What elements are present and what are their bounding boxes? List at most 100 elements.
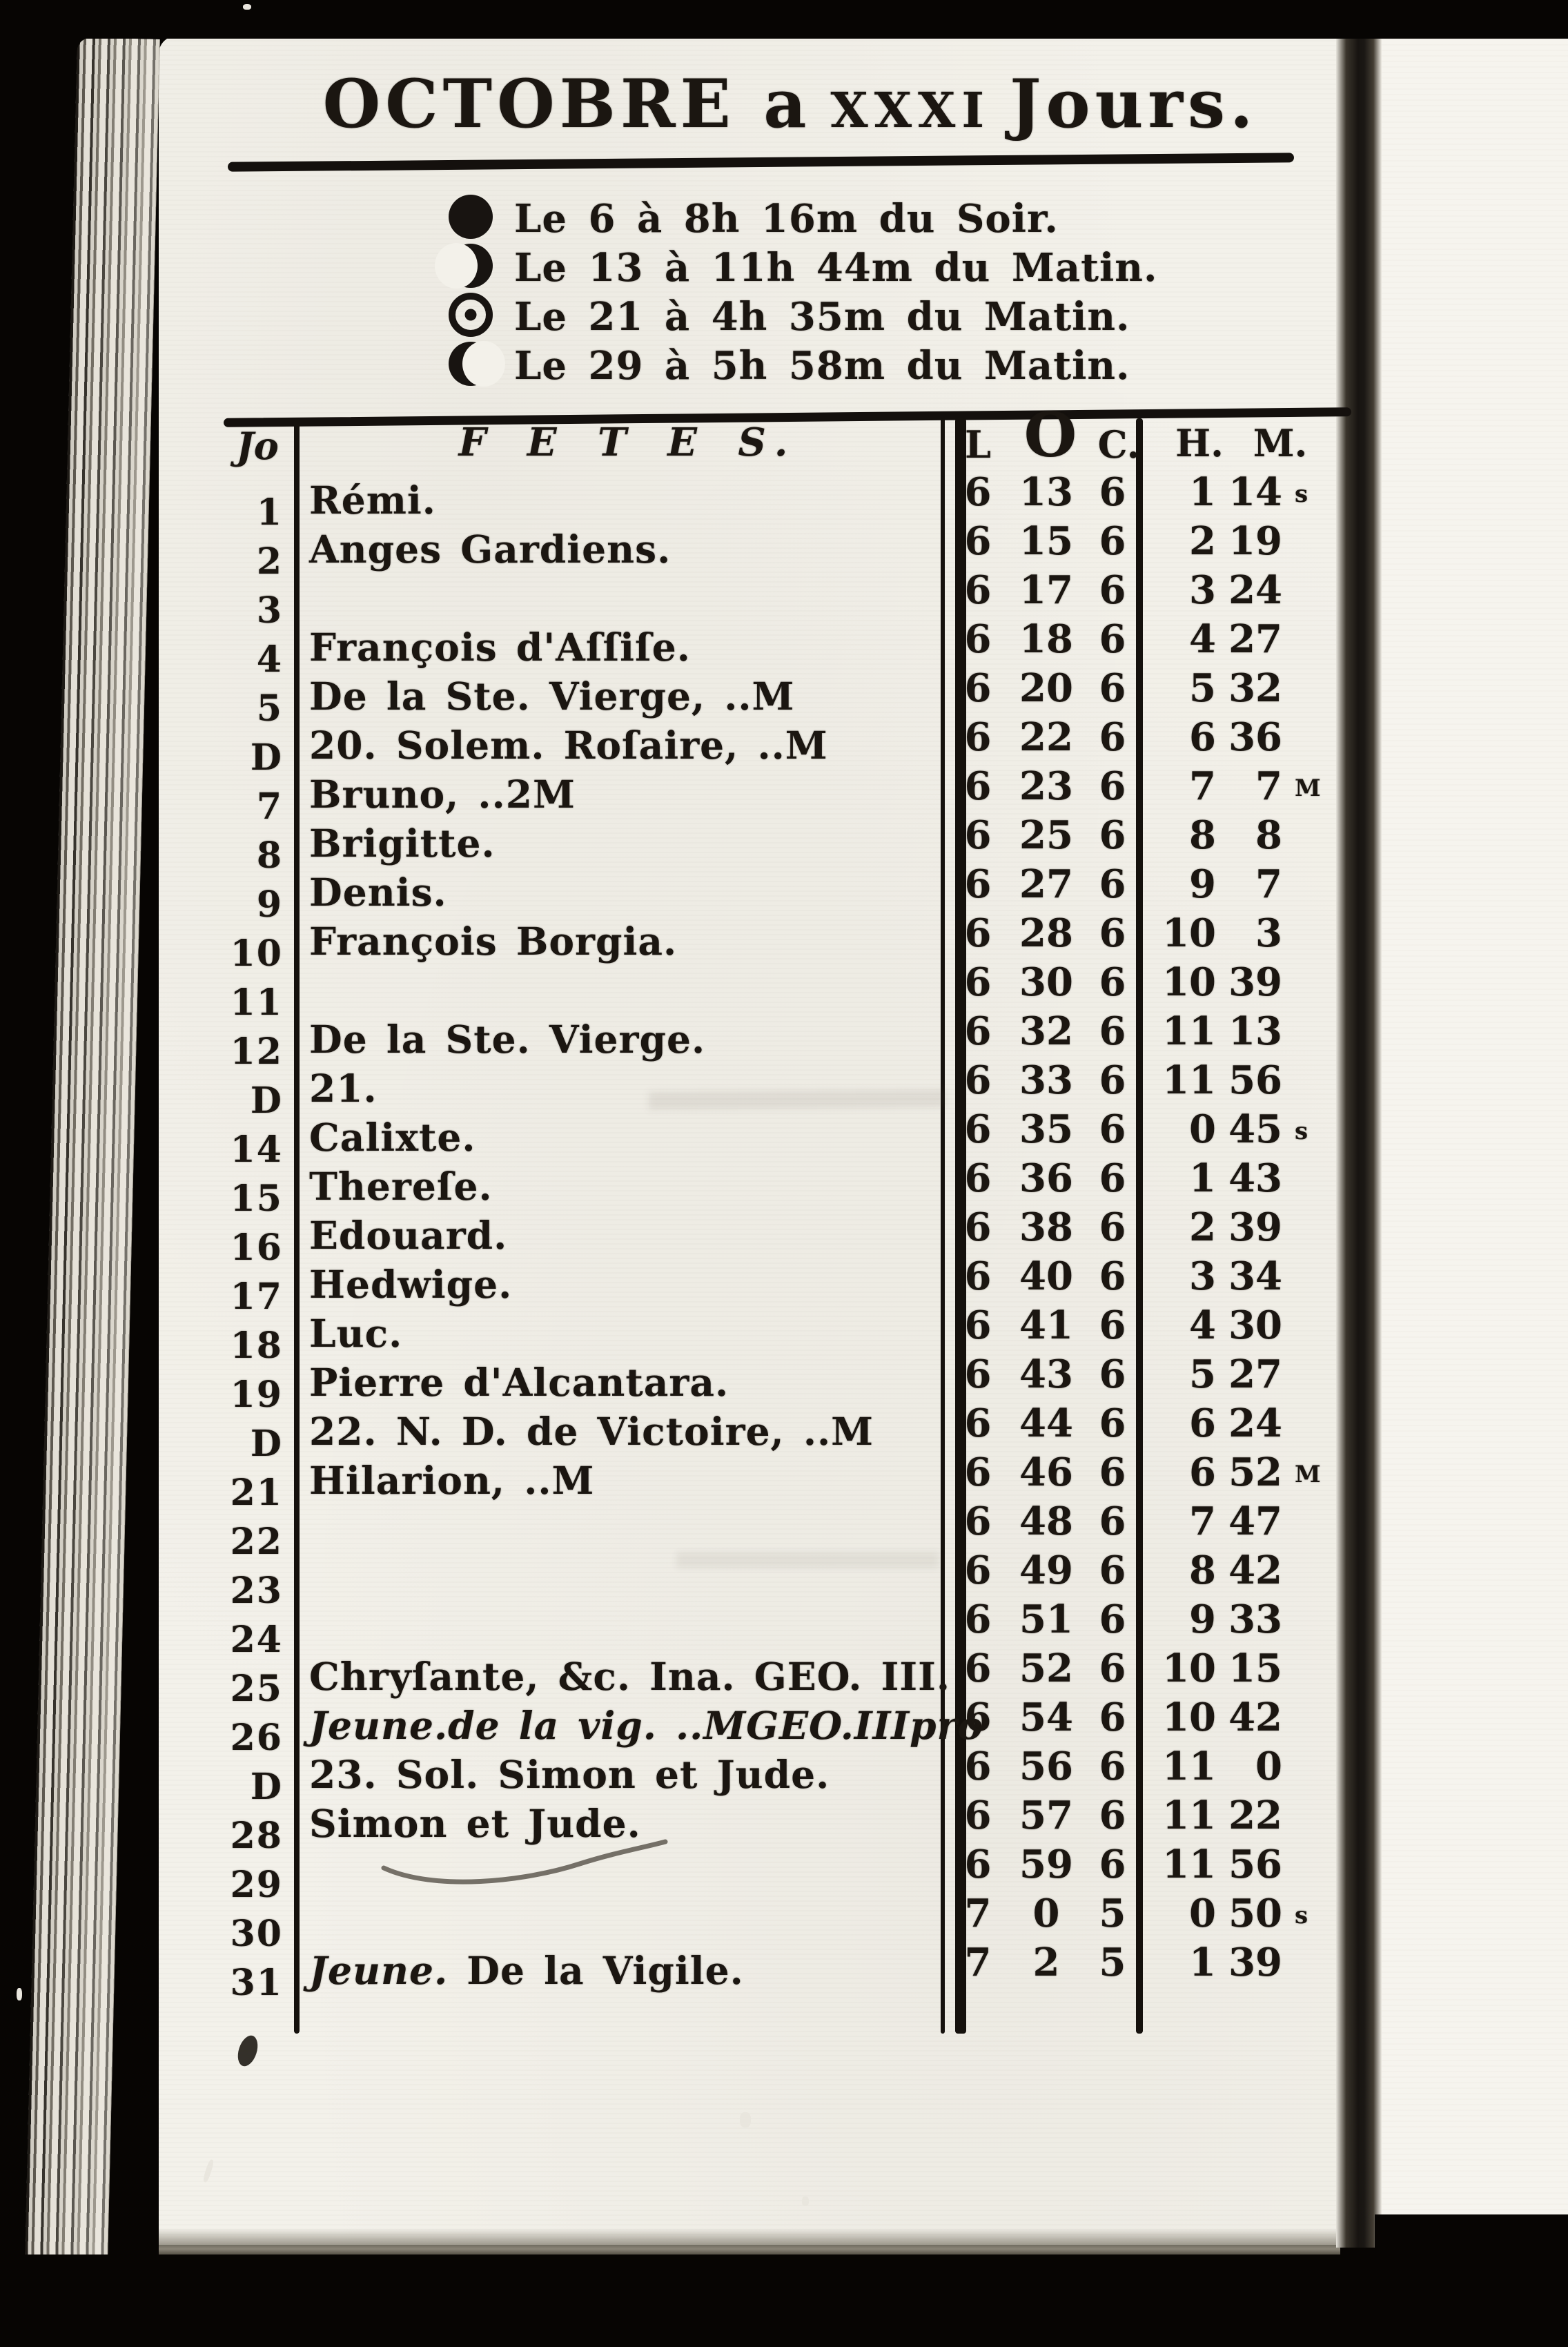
column-header-day: Jo — [236, 424, 279, 468]
col-c-cell: 6 — [1099, 960, 1126, 1005]
scan-speck — [17, 1988, 22, 2000]
fete-cell: Jeune.de la vig. ..MGEO.IIIpro — [309, 1703, 984, 1748]
scan-border-bottom — [0, 2255, 1568, 2347]
table-row: 10 François Borgia. 6 28 6 10 3 — [0, 910, 1568, 977]
col-h-cell: 1 — [1189, 1940, 1216, 1985]
col-h-cell: 0 — [1189, 1107, 1216, 1152]
column-header-l: L — [965, 422, 991, 467]
fete-cell: Thereſe. — [309, 1164, 493, 1209]
table-row: 1 Rémi. 6 13 6 1 14 s — [0, 469, 1568, 536]
table-row: 24 6 51 6 9 33 — [0, 1597, 1568, 1663]
col-m-cell: 13 — [1228, 1009, 1282, 1054]
col-l-cell: 6 — [964, 1009, 992, 1054]
col-c-cell: 6 — [1099, 763, 1126, 809]
col-h-cell: 2 — [1189, 1205, 1216, 1250]
col-l-cell: 6 — [964, 1597, 992, 1642]
table-row: 12 De la Ste. Vierge. 6 32 6 11 13 — [0, 1009, 1568, 1075]
col-h-cell: 6 — [1189, 714, 1216, 760]
col-o-cell: 56 — [1019, 1744, 1073, 1789]
day-cell: 10 — [230, 933, 283, 975]
col-c-cell: 6 — [1099, 469, 1126, 515]
col-o-cell: 28 — [1019, 910, 1073, 956]
col-h-cell: 8 — [1189, 812, 1216, 858]
col-o-cell: 25 — [1019, 812, 1073, 858]
table-rule-left — [294, 418, 300, 2034]
fete-cell: Edouard. — [309, 1213, 508, 1258]
page-title: OCTOBRE a XXXI Jours. — [323, 65, 1253, 143]
day-cell: D — [250, 737, 283, 779]
fete-cell: Hedwige. — [309, 1262, 513, 1307]
moon-phase-text: Le 29 à 5h 58m du Matin. — [514, 343, 1130, 389]
col-c-cell: 6 — [1099, 861, 1126, 907]
fete-cell: Luc. — [309, 1311, 403, 1356]
col-h-cell: 1 — [1189, 469, 1216, 515]
col-c-cell: 5 — [1099, 1891, 1126, 1936]
new-moon-icon — [449, 195, 493, 239]
scan-speck — [740, 2112, 751, 2127]
day-cell: D — [250, 1766, 283, 1808]
col-l-cell: 6 — [964, 763, 992, 809]
day-cell: 29 — [230, 1864, 283, 1906]
col-o-cell: 23 — [1019, 763, 1073, 809]
col-l-cell: 6 — [964, 1548, 992, 1593]
table-row: D 22. N. D. de Victoire, ..M 6 44 6 6 24 — [0, 1401, 1568, 1467]
day-cell: 8 — [256, 835, 283, 877]
column-header-m: M. — [1253, 421, 1308, 465]
day-cell: 23 — [230, 1570, 283, 1612]
col-h-cell: 5 — [1189, 665, 1216, 711]
col-o-cell: 49 — [1019, 1548, 1073, 1593]
table-row: 7 Bruno, ..2M 6 23 6 7 7 M — [0, 763, 1568, 830]
fete-cell: Simon et Jude. — [309, 1801, 641, 1846]
col-c-cell: 6 — [1099, 714, 1126, 760]
day-cell: 28 — [230, 1815, 283, 1857]
fete-cell: 20. Solem. Roſaire, ..M — [309, 723, 828, 768]
col-o-cell: 35 — [1019, 1107, 1073, 1152]
col-h-cell: 7 — [1189, 763, 1216, 809]
col-m-cell: 42 — [1228, 1695, 1282, 1740]
col-h-cell: 11 — [1162, 1842, 1216, 1887]
fete-cell: Chryſante, &c. Ina. GEO. III. — [309, 1654, 950, 1699]
day-cell: 11 — [230, 982, 283, 1024]
col-c-cell: 6 — [1099, 1548, 1126, 1593]
table-row: 31 Jeune. De la Vigile. 7 2 5 1 39 — [0, 1940, 1568, 2006]
col-c-cell: 6 — [1099, 1254, 1126, 1299]
title-month: OCTOBRE a — [322, 65, 812, 143]
col-h-cell: 10 — [1162, 1646, 1216, 1691]
day-cell: 18 — [230, 1325, 283, 1367]
col-o-cell: 52 — [1019, 1646, 1073, 1691]
table-row: D 21. 6 33 6 11 56 — [0, 1058, 1568, 1124]
col-o-cell: 18 — [1019, 616, 1073, 662]
fete-cell: 21. — [309, 1066, 378, 1111]
col-o-cell: 30 — [1019, 960, 1073, 1005]
col-c-cell: 6 — [1099, 1352, 1126, 1397]
col-o-cell: 22 — [1019, 714, 1073, 760]
col-h-cell: 6 — [1189, 1401, 1216, 1446]
scan-speck — [243, 4, 251, 10]
col-h-cell: 10 — [1162, 1695, 1216, 1740]
day-cell: 15 — [230, 1178, 283, 1220]
col-l-cell: 6 — [964, 910, 992, 956]
col-c-cell: 6 — [1099, 812, 1126, 858]
col-l-cell: 6 — [964, 665, 992, 711]
col-m-cell: 15 — [1228, 1646, 1282, 1691]
col-m-cell: 43 — [1228, 1156, 1282, 1201]
col-c-cell: 6 — [1099, 1450, 1126, 1495]
col-l-cell: 7 — [964, 1940, 992, 1985]
col-o-cell: 27 — [1019, 861, 1073, 907]
col-l-cell: 6 — [964, 1156, 992, 1201]
table-row: 18 Luc. 6 41 6 4 30 — [0, 1303, 1568, 1369]
col-m-cell: 24 — [1228, 567, 1282, 613]
table-row: 21 Hilarion, ..M 6 46 6 6 52 M — [0, 1450, 1568, 1516]
col-l-cell: 6 — [964, 567, 992, 613]
day-cell: 17 — [230, 1276, 283, 1318]
moon-phase-text: Le 21 à 4h 35m du Matin. — [514, 294, 1130, 340]
day-cell: 16 — [230, 1227, 283, 1269]
table-row: 8 Brigitte. 6 25 6 8 8 — [0, 812, 1568, 879]
table-rule-double-thin — [941, 418, 945, 2034]
col-c-cell: 6 — [1099, 518, 1126, 564]
table-rule-double-thick — [955, 418, 966, 2034]
col-l-cell: 6 — [964, 1107, 992, 1152]
col-o-cell: 44 — [1019, 1401, 1073, 1446]
day-cell: 26 — [230, 1717, 283, 1759]
